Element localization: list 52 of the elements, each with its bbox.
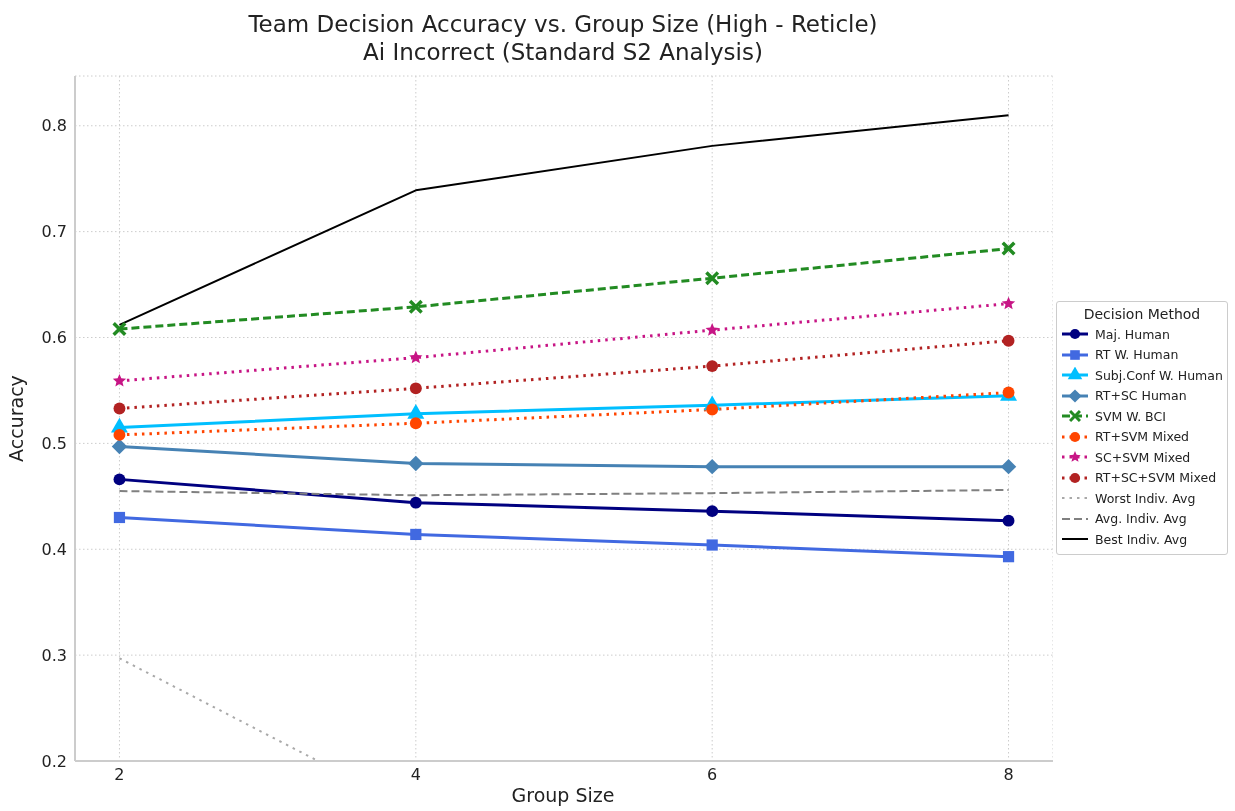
x-tick-label: 2 — [114, 765, 125, 785]
y-tick-label: 0.6 — [41, 328, 67, 348]
legend-label: Worst Indiv. Avg — [1095, 490, 1196, 506]
x-tick-label: 6 — [707, 765, 718, 785]
legend-label: RT+SVM Mixed — [1095, 429, 1190, 445]
legend-label: RT+SC+SVM Mixed — [1095, 470, 1217, 486]
y-tick-label: 0.8 — [41, 116, 67, 136]
point — [410, 528, 422, 541]
point — [1002, 514, 1015, 527]
legend-label: SC+SVM Mixed — [1095, 449, 1191, 465]
point — [112, 322, 127, 337]
point — [409, 350, 423, 364]
legend-label: RT W. Human — [1095, 347, 1179, 363]
point — [1001, 241, 1016, 256]
point — [705, 323, 719, 336]
y-axis-title: Accuracy — [4, 375, 27, 462]
point — [706, 505, 719, 518]
point — [409, 496, 422, 509]
y-tick-label: 0.5 — [41, 434, 67, 454]
point — [1001, 296, 1016, 310]
point — [113, 473, 126, 486]
x-tick-label: 4 — [410, 765, 421, 785]
point — [112, 373, 127, 387]
legend-label: Avg. Indiv. Avg — [1095, 511, 1187, 527]
chart-title: Team Decision Accuracy vs. Group Size (High - Reticle) Ai Incorrect (Standard S2 Analysis) — [247, 10, 879, 66]
legend-label: SVM W. BCI — [1095, 408, 1166, 424]
point — [1002, 334, 1015, 347]
x-tick-label: 8 — [1003, 765, 1014, 785]
point — [1002, 551, 1015, 563]
point — [113, 428, 126, 441]
point — [111, 438, 128, 455]
point — [704, 458, 720, 475]
y-tick-label: 0.3 — [41, 645, 67, 665]
legend-label: Maj. Human — [1095, 326, 1170, 342]
point — [113, 511, 126, 524]
legend-label: Subj.Conf W. Human — [1095, 367, 1223, 383]
y-tick-label: 0.4 — [41, 539, 67, 559]
legend-label: Best Indiv. Avg — [1095, 531, 1188, 547]
point — [705, 271, 720, 286]
x-axis-title: Group Size — [510, 784, 616, 806]
point — [706, 360, 719, 373]
y-tick-label: 0.2 — [41, 751, 67, 771]
legend-title: Decision Method — [1082, 306, 1202, 322]
point — [113, 402, 126, 415]
point — [409, 417, 422, 430]
point — [408, 299, 423, 314]
point — [409, 382, 422, 395]
point — [408, 455, 424, 472]
point — [706, 539, 718, 551]
point — [1000, 458, 1017, 475]
legend-label: RT+SC Human — [1095, 388, 1187, 404]
y-tick-label: 0.7 — [41, 222, 67, 242]
